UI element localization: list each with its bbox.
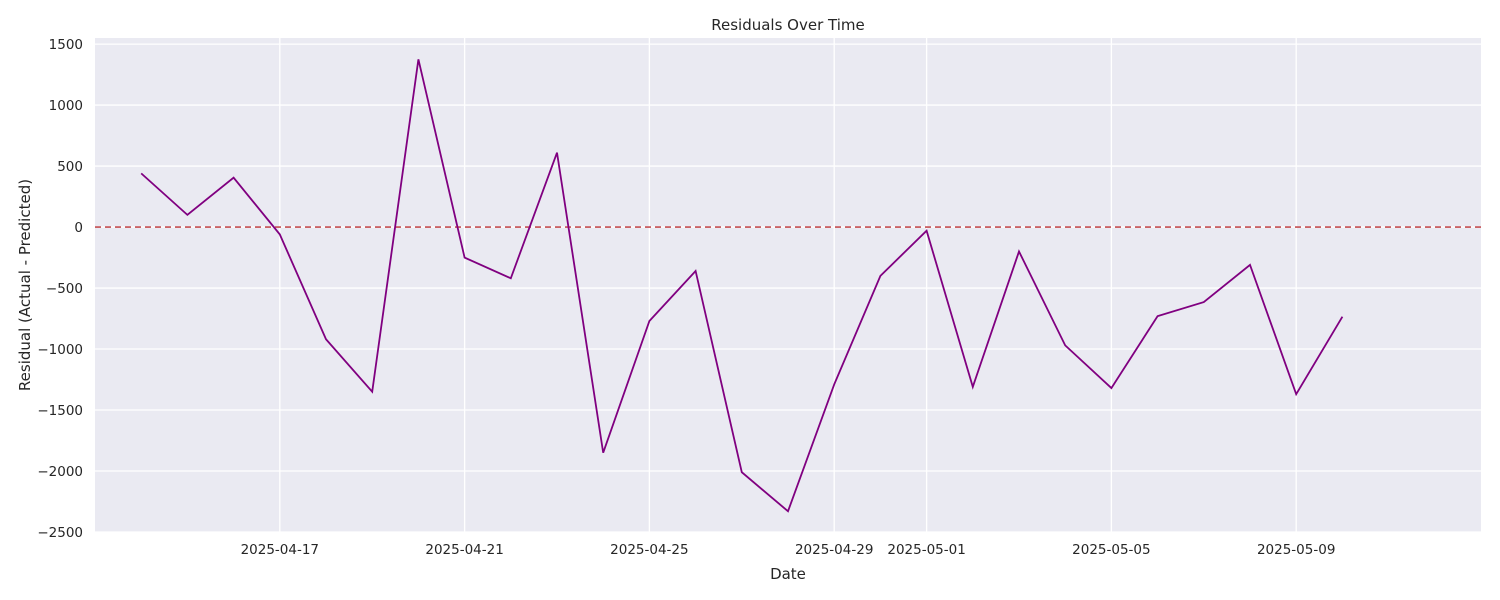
y-tick-label: −500 <box>46 281 83 297</box>
y-tick-label: −1500 <box>37 403 83 419</box>
residual-series-line <box>140 59 1344 513</box>
chart-title: Residuals Over Time <box>711 16 865 34</box>
x-tick-labels: 2025-04-17 2025-04-21 2025-04-25 2025-04-29… <box>241 542 1336 558</box>
x-tick-label: 2025-04-21 <box>425 542 503 558</box>
x-tick-label: 2025-05-01 <box>887 542 965 558</box>
x-tick-label: 2025-05-09 <box>1257 542 1335 558</box>
y-tick-label: 500 <box>57 159 83 175</box>
y-axis-label: Residual (Actual - Predicted) <box>16 179 34 391</box>
y-tick-label: 0 <box>74 220 83 236</box>
y-tick-label: −1000 <box>37 342 83 358</box>
x-tick-label: 2025-04-25 <box>610 542 688 558</box>
plot-area <box>95 38 1481 532</box>
y-tick-label: −2500 <box>37 525 83 541</box>
x-tick-label: 2025-04-17 <box>241 542 319 558</box>
y-tick-label: 1500 <box>49 37 83 53</box>
grid-lines <box>95 38 1481 533</box>
x-tick-label: 2025-04-29 <box>795 542 873 558</box>
x-tick-label: 2025-05-05 <box>1072 542 1150 558</box>
y-tick-labels: −2500 −2000 −1500 −1000 −500 0 500 1000 1500 <box>37 37 83 541</box>
y-tick-label: 1000 <box>49 98 83 114</box>
y-tick-label: −2000 <box>37 464 83 480</box>
x-axis-label: Date <box>770 565 806 583</box>
